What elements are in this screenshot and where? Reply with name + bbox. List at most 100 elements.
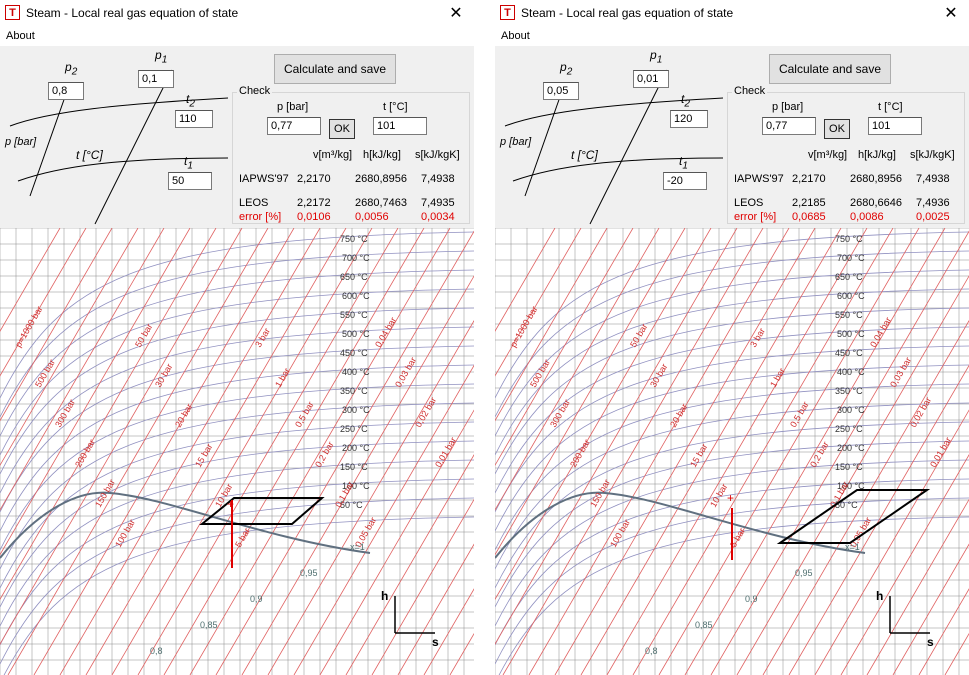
isobar-line [495,228,738,645]
t1-sub: 1 [187,160,193,172]
isobar-line [0,228,87,377]
isotherm-line [495,288,969,456]
p1-input[interactable]: 0,01 [633,70,669,88]
calculate-save-button[interactable]: Calculate and save [274,54,396,84]
header-v: v[m³/kg] [313,149,353,161]
temperature-label: 300 °C [837,405,865,415]
temperature-label: 400 °C [837,367,865,377]
check-group: Check p [bar] t [°C] 0,77 OK 101 v[m³/kg… [727,85,965,224]
t2-sub: 2 [189,98,195,110]
row-iapws-s: 7,4938 [916,173,950,185]
p2-input[interactable]: 0,8 [48,82,84,100]
isobar-line [892,543,969,675]
temperature-label: 350 °C [340,386,368,396]
temperature-label: 650 °C [835,272,863,282]
input-panel: p2 0,8 p1 0,1 t2 110 p [bar] t [°C] t1 5… [0,46,474,228]
right-window: T Steam - Local real gas equation of sta… [495,0,969,675]
check-t-input[interactable]: 101 [373,117,427,135]
temperature-label: 100 °C [342,481,370,491]
mollier-chart[interactable]: 750 °C 700 °C 650 °C 600 °C 550 °C 500 °C 450 … [495,228,969,675]
check-p-input[interactable]: 0,77 [267,117,321,135]
isobar-line [319,409,474,675]
menu-about[interactable]: About [501,30,530,42]
p1-input[interactable]: 0,1 [138,70,174,88]
mollier-diagram[interactable]: 750 °C 700 °C 650 °C 600 °C 550 °C 500 °C 450 … [0,228,474,675]
isotherm-line [0,497,474,665]
window-title: Steam - Local real gas equation of state [521,6,734,20]
isotherm-line [0,269,474,437]
t1-input[interactable]: 50 [168,172,212,190]
temperature-label: 500 °C [342,329,370,339]
temperature-label: 500 °C [837,329,865,339]
pressure-label: 20 bar [173,402,194,429]
isotherm-line [495,345,969,513]
pressure-label: 0,04 bar [868,315,893,349]
isotherm-line [495,250,969,418]
isobar-line [345,454,474,675]
quality-label: 0,85 [200,620,218,630]
chart-grid [495,228,969,675]
t1-label: t [679,154,683,168]
input-diagram [504,69,724,225]
isobar-line [85,228,347,675]
check-p-label: p [bar] [772,101,804,113]
temperature-label: 450 °C [340,348,368,358]
quality-label: 0,8 [645,646,658,656]
state-marker-cross: + [727,491,734,505]
p2-sub: 2 [71,66,78,78]
isobar-line [0,228,217,601]
isotherm-line [495,478,969,646]
isotherm-line [0,421,474,589]
t2-sub: 2 [684,98,690,110]
calculate-save-button[interactable]: Calculate and save [769,54,891,84]
p-axis-label: p [bar] [500,136,532,148]
quality-label: x=1 [350,542,365,552]
isobar-line [0,228,191,556]
isobar-line [371,498,474,675]
mollier-chart[interactable]: 750 °C 700 °C 650 °C 600 °C 550 °C 500 °C 450 … [0,228,474,675]
temperature-label: 50 °C [835,500,858,510]
ok-button[interactable]: OK [824,119,850,139]
pressure-label: 1 bar [768,366,787,389]
isobar-line [918,588,969,675]
close-icon[interactable]: ✕ [944,5,958,22]
window-title: Steam - Local real gas equation of state [26,6,239,20]
pressure-label: 200 bar [568,438,592,469]
isotherm-line [0,326,474,494]
row-error-h: 0,0086 [850,211,884,223]
isotherm-line [0,345,474,513]
menu-about[interactable]: About [6,30,35,42]
check-p-input[interactable]: 0,77 [762,117,816,135]
close-icon[interactable]: ✕ [449,5,463,22]
isobar-line [580,228,842,675]
t-axis-label: t [°C] [76,148,103,162]
t2-input[interactable]: 110 [175,110,213,128]
t1-input[interactable]: -20 [663,172,707,190]
state-marker-cross: + [227,497,234,511]
row-error-name: error [%] [734,211,777,223]
row-iapws-name: IAPWS'97 [239,173,289,185]
p1-sub: 1 [656,54,663,66]
state-region-parallelogram [776,489,931,544]
temperature-label: 550 °C [340,310,368,320]
row-leos-s: 7,4936 [916,197,950,209]
row-error-v: 0,0106 [297,211,331,223]
input-diagram [9,69,229,225]
p2-label: p [560,60,567,74]
temperature-label: 750 °C [835,234,863,244]
p2-input[interactable]: 0,05 [543,82,579,100]
app-icon: T [500,5,515,20]
p1-sub: 1 [161,54,168,66]
quality-label: x=1 [845,542,860,552]
isobar-line [495,228,686,556]
mollier-diagram[interactable]: 750 °C 700 °C 650 °C 600 °C 550 °C 500 °C 450 … [495,228,969,675]
t2-input[interactable]: 120 [670,110,708,128]
isobar-line [944,632,969,675]
isobar-line [632,228,894,675]
ok-button[interactable]: OK [329,119,355,139]
temperature-label: 750 °C [340,234,368,244]
t1-label: t [184,154,188,168]
isobar-line [0,228,243,645]
check-t-input[interactable]: 101 [868,117,922,135]
quality-label: 0,8 [150,646,163,656]
